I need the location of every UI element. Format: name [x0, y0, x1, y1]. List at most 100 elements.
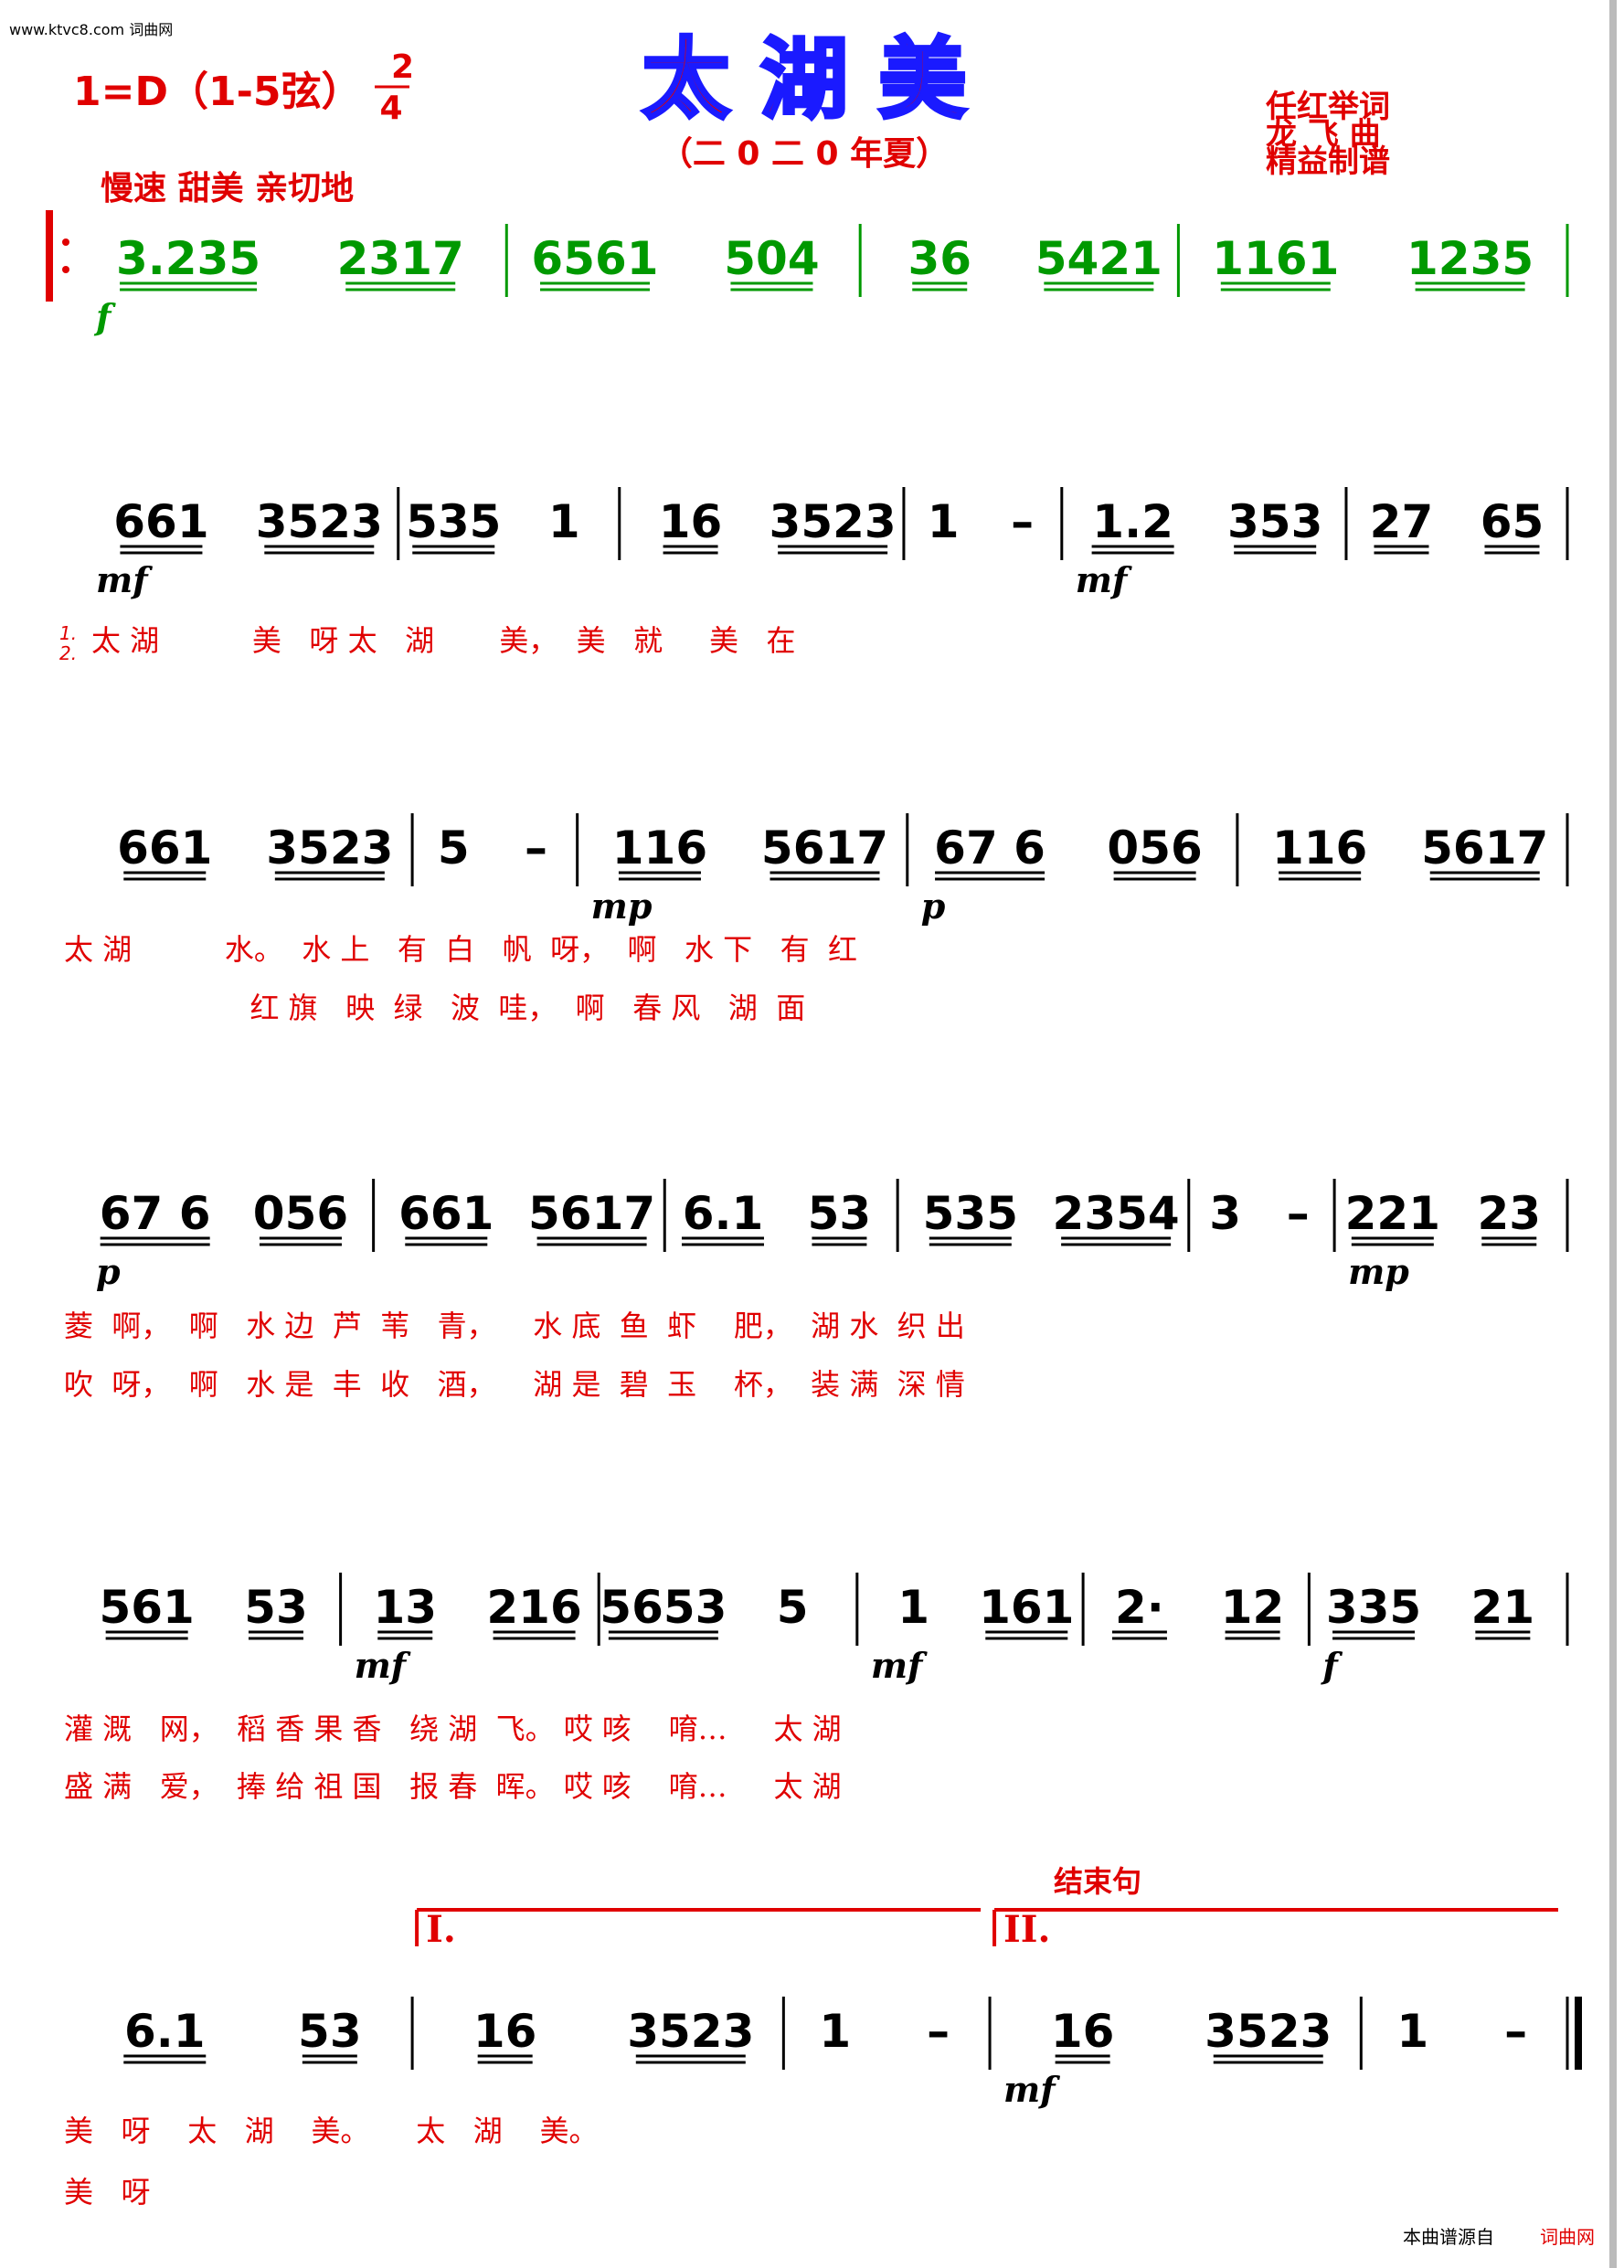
note-group: 1: [1396, 2005, 1428, 2058]
title: 太 湖 美: [642, 28, 967, 131]
volta-label: I.: [426, 1908, 456, 1951]
credit: 任红举词: [1266, 89, 1390, 125]
note-group: 1: [928, 495, 960, 548]
lyric-line: 灌 溉 网， 稻 香 果 香 绕 湖 飞。 哎 咳 唷… 太 湖: [64, 1712, 842, 1746]
note-group: 5: [777, 1581, 809, 1634]
note-group: –: [1011, 495, 1034, 548]
note-group: 16: [1051, 2005, 1115, 2058]
note-group: 3.235: [116, 232, 260, 285]
note-group: 561: [99, 1581, 194, 1634]
note-group: 3523: [1205, 2005, 1332, 2058]
note-group: 67 6: [934, 821, 1046, 874]
note-group: 535: [406, 495, 501, 548]
note-group: 5: [438, 821, 470, 874]
note-group: 2·: [1115, 1581, 1164, 1634]
note-group: 661: [117, 821, 212, 874]
time-top: 2: [391, 48, 414, 86]
note-group: 21: [1471, 1581, 1535, 1634]
note-group: 056: [253, 1187, 348, 1240]
note-group: 16: [659, 495, 723, 548]
lyric-line: 太 湖 水。 水 上 有 白 帆 呀， 啊 水 下 有 红: [64, 932, 857, 967]
key: 1=D（1-5弦）: [73, 69, 362, 115]
note-group: 5617: [528, 1187, 655, 1240]
note-group: 6.1: [124, 2005, 206, 2058]
repeat-dot: [62, 238, 69, 246]
note-group: 36: [908, 232, 971, 285]
credit: 精益制谱: [1266, 143, 1390, 180]
note-group: 335: [1326, 1581, 1421, 1634]
note-group: 5617: [1421, 821, 1548, 874]
note-group: 6561: [531, 232, 658, 285]
dynamic: mf: [355, 1645, 411, 1686]
note-group: 504: [724, 232, 819, 285]
repeat-bar: [46, 210, 53, 302]
credit: 龙 飞 曲: [1266, 116, 1381, 153]
tempo: 慢速 甜美 亲切地: [101, 170, 354, 207]
repeat-dot: [62, 266, 69, 273]
watermark: www.ktvc8.com 词曲网: [9, 21, 173, 38]
volta-note: 结束句: [1054, 1864, 1141, 1899]
note-group: 1: [548, 495, 580, 548]
note-group: 221: [1345, 1187, 1440, 1240]
lyric-line: 太 湖 美 呀 太 湖 美， 美 就 美 在: [91, 623, 796, 658]
note-group: 5653: [600, 1581, 727, 1634]
lyric-line: 美 呀: [64, 2175, 151, 2210]
note-group: 056: [1107, 821, 1202, 874]
dynamic: mf: [871, 1645, 928, 1686]
note-group: 5421: [1035, 232, 1162, 285]
note-group: 5617: [761, 821, 888, 874]
note-group: 67 6: [100, 1187, 211, 1240]
note-group: 661: [398, 1187, 494, 1240]
note-group: 65: [1481, 495, 1544, 548]
note-group: –: [927, 2005, 950, 2058]
note-group: 535: [923, 1187, 1018, 1240]
lyric-line: 盛 满 爱， 捧 给 祖 国 报 春 晖。 哎 咳 唷… 太 湖: [64, 1769, 842, 1804]
dynamic: mf: [96, 559, 153, 600]
dynamic: mf: [1003, 2069, 1060, 2110]
note-group: –: [525, 821, 547, 874]
note-group: 6.1: [683, 1187, 764, 1240]
note-group: 216: [486, 1581, 581, 1634]
dynamic: mp: [1348, 1251, 1409, 1292]
note-group: 23: [1477, 1187, 1541, 1240]
note-group: 2317: [337, 232, 464, 285]
note-group: 3523: [627, 2005, 754, 2058]
note-group: –: [1504, 2005, 1527, 2058]
note-group: 1: [897, 1581, 929, 1634]
note-group: 116: [612, 821, 707, 874]
dynamic: mf: [1076, 559, 1132, 600]
note-group: 53: [298, 2005, 362, 2058]
volta-label: II.: [1003, 1908, 1050, 1951]
note-group: –: [1287, 1187, 1310, 1240]
lyric-line: 菱 啊， 啊 水 边 芦 苇 青， 水 底 鱼 虾 肥， 湖 水 织 出: [64, 1309, 965, 1343]
note-group: 3523: [256, 495, 383, 548]
note-group: 53: [244, 1581, 308, 1634]
note-group: 116: [1272, 821, 1367, 874]
note-group: 13: [373, 1581, 437, 1634]
time-bottom: 4: [379, 90, 402, 127]
final-bar: [1575, 1997, 1582, 2070]
dynamic: p: [921, 885, 946, 927]
note-group: 53: [808, 1187, 872, 1240]
dynamic: p: [96, 1251, 121, 1292]
note-group: 3: [1209, 1187, 1241, 1240]
subtitle: （二 0 二 0 年夏）: [660, 135, 949, 173]
note-group: 1.2: [1092, 495, 1173, 548]
note-group: 353: [1227, 495, 1322, 548]
note-group: 12: [1221, 1581, 1285, 1634]
lyric-line: 美 呀 太 湖 美。 太 湖 美。: [64, 2114, 598, 2148]
verse-mark: 2.: [59, 642, 77, 664]
note-group: 1: [819, 2005, 851, 2058]
footer-source: 本曲谱源自: [1403, 2226, 1494, 2248]
dynamic: mp: [591, 885, 653, 927]
note-group: 661: [113, 495, 208, 548]
note-group: 161: [979, 1581, 1074, 1634]
note-group: 3523: [770, 495, 897, 548]
lyric-line: 吹 呀， 啊 水 是 丰 收 酒， 湖 是 碧 玉 杯， 装 满 深 情: [64, 1367, 965, 1402]
note-group: 2354: [1053, 1187, 1180, 1240]
lyric-line: 红 旗 映 绿 波 哇， 啊 春 风 湖 面: [64, 991, 805, 1025]
note-group: 1235: [1406, 232, 1534, 285]
